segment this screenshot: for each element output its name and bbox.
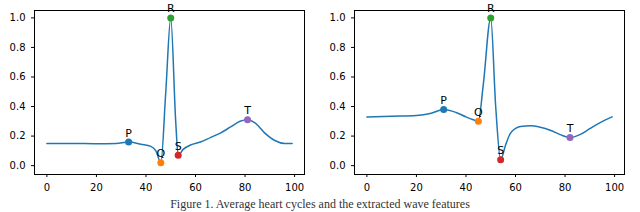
svg-text:P: P	[440, 94, 447, 107]
svg-text:0.0: 0.0	[10, 160, 26, 171]
svg-text:0.0: 0.0	[330, 160, 346, 171]
svg-text:Q: Q	[156, 147, 165, 160]
svg-text:S: S	[175, 140, 182, 153]
svg-text:60: 60	[189, 182, 202, 193]
html-text:Figure 1. Average heart cycles: Figure 1. Average heart cycles and the e…	[170, 197, 470, 211]
svg-text:0: 0	[364, 182, 370, 193]
svg-text:80: 80	[239, 182, 252, 193]
svg-text:60: 60	[509, 182, 522, 193]
svg-text:0.2: 0.2	[10, 130, 26, 141]
svg-text:Q: Q	[474, 106, 483, 119]
svg-text:1.0: 1.0	[10, 12, 26, 23]
svg-text:20: 20	[90, 182, 103, 193]
svg-text:R: R	[487, 2, 495, 15]
svg-text:100: 100	[605, 182, 624, 193]
svg-text:0.8: 0.8	[10, 42, 26, 53]
svg-text:T: T	[243, 104, 251, 117]
svg-text:100: 100	[285, 182, 304, 193]
svg-text:P: P	[125, 127, 132, 140]
svg-text:0.4: 0.4	[10, 101, 26, 112]
svg-text:40: 40	[460, 182, 473, 193]
svg-text:0.4: 0.4	[330, 101, 346, 112]
svg-text:1.0: 1.0	[330, 12, 346, 23]
svg-text:40: 40	[140, 182, 153, 193]
svg-text:0: 0	[44, 182, 50, 193]
svg-text:S: S	[497, 144, 504, 157]
svg-text:0.8: 0.8	[330, 42, 346, 53]
svg-text:80: 80	[559, 182, 572, 193]
svg-text:0.6: 0.6	[330, 71, 346, 82]
svg-text:T: T	[566, 122, 574, 135]
svg-text:0.6: 0.6	[10, 71, 26, 82]
svg-text:0.2: 0.2	[330, 130, 346, 141]
svg-text:20: 20	[410, 182, 423, 193]
svg-text:R: R	[167, 2, 175, 15]
